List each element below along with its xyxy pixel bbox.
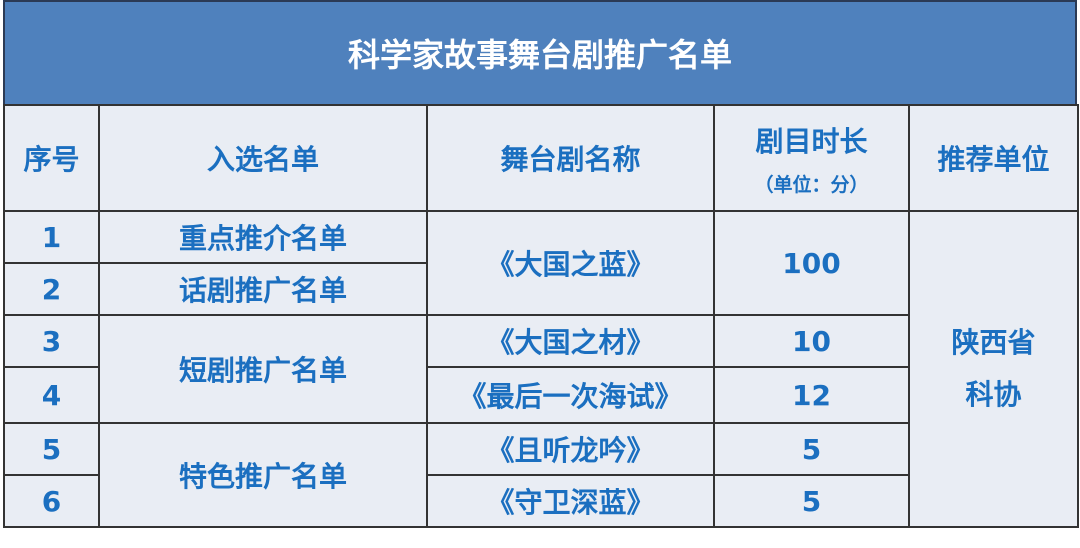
cell-duration: 12 bbox=[713, 366, 910, 424]
header-row: 序号 入选名单 舞台剧名称 剧目时长 （单位：分） 推荐单位 bbox=[3, 104, 1079, 212]
header-duration: 剧目时长 （单位：分） bbox=[713, 104, 910, 212]
cell-list: 重点推介名单 bbox=[98, 210, 428, 264]
cell-play: 《守卫深蓝》 bbox=[426, 474, 715, 528]
cell-index: 5 bbox=[3, 422, 100, 476]
cell-list: 话剧推广名单 bbox=[98, 262, 428, 316]
header-list: 入选名单 bbox=[98, 104, 428, 212]
table-graphic: 科学家故事舞台剧推广名单 序号 入选名单 舞台剧名称 剧目时长 （单位：分） 推荐… bbox=[3, 0, 1079, 546]
cell-index: 2 bbox=[3, 262, 100, 316]
table-row: 1 重点推介名单 《大国之蓝》 100 陕西省 科协 bbox=[3, 210, 1079, 528]
table-title: 科学家故事舞台剧推广名单 bbox=[3, 0, 1077, 104]
header-index: 序号 bbox=[3, 104, 100, 212]
cell-duration: 100 bbox=[713, 210, 910, 316]
table-row: 4 《最后一次海试》 12 bbox=[3, 366, 1078, 424]
cell-recommender: 陕西省 科协 bbox=[908, 210, 1079, 528]
cell-duration: 10 bbox=[713, 314, 910, 368]
cell-list: 特色推广名单 bbox=[98, 422, 428, 528]
table-row: 5 特色推广名单 《且听龙吟》 5 bbox=[3, 422, 1078, 528]
promotion-table: 序号 入选名单 舞台剧名称 剧目时长 （单位：分） 推荐单位 1 重点推介名单 《… bbox=[3, 104, 1079, 528]
table-row: 3 短剧推广名单 《大国之材》 10 bbox=[3, 314, 1078, 424]
cell-index: 3 bbox=[3, 314, 100, 368]
cell-list: 短剧推广名单 bbox=[98, 314, 428, 424]
cell-play: 《最后一次海试》 bbox=[426, 366, 715, 424]
header-duration-label: 剧目时长 bbox=[755, 124, 868, 158]
cell-index: 6 bbox=[3, 474, 100, 528]
cell-play: 《且听龙吟》 bbox=[426, 422, 715, 476]
header-duration-unit: （单位：分） bbox=[754, 173, 869, 196]
cell-index: 4 bbox=[3, 366, 100, 424]
header-play: 舞台剧名称 bbox=[426, 104, 715, 212]
cell-duration: 5 bbox=[713, 422, 910, 476]
header-recommender: 推荐单位 bbox=[908, 104, 1079, 212]
table-row: 2 话剧推广名单 bbox=[3, 262, 1078, 316]
cell-play: 《大国之材》 bbox=[426, 314, 715, 368]
cell-duration: 5 bbox=[713, 474, 910, 528]
table-row: 6 《守卫深蓝》 5 bbox=[3, 474, 1078, 528]
cell-index: 1 bbox=[3, 210, 100, 264]
cell-play: 《大国之蓝》 bbox=[426, 210, 715, 316]
